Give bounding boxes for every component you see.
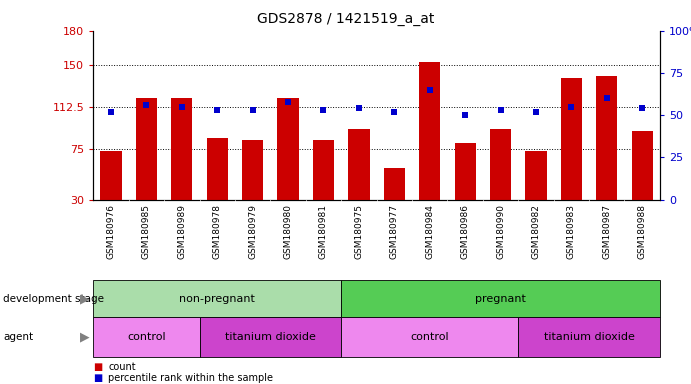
- Text: GSM180978: GSM180978: [213, 204, 222, 259]
- Bar: [419, 62, 440, 200]
- Point: [424, 87, 435, 93]
- Text: GSM180984: GSM180984: [425, 204, 434, 258]
- Point: [283, 99, 294, 105]
- Text: ▶: ▶: [80, 331, 90, 343]
- Text: ■: ■: [93, 362, 102, 372]
- Bar: [278, 98, 299, 200]
- Bar: [384, 168, 405, 200]
- Text: GDS2878 / 1421519_a_at: GDS2878 / 1421519_a_at: [257, 12, 434, 25]
- Point: [566, 104, 577, 110]
- Text: control: control: [410, 332, 449, 342]
- Text: GSM180990: GSM180990: [496, 204, 505, 259]
- Text: agent: agent: [3, 332, 34, 342]
- Bar: [348, 129, 370, 200]
- Bar: [341, 317, 518, 357]
- Point: [601, 95, 612, 101]
- Point: [106, 109, 117, 115]
- Bar: [93, 280, 341, 317]
- Text: GSM180975: GSM180975: [354, 204, 363, 259]
- Text: GSM180976: GSM180976: [106, 204, 115, 259]
- Bar: [93, 317, 200, 357]
- Text: GSM180989: GSM180989: [178, 204, 187, 259]
- Text: ▶: ▶: [80, 292, 90, 305]
- Point: [495, 107, 506, 113]
- Point: [176, 104, 187, 110]
- Point: [460, 112, 471, 118]
- Text: titanium dioxide: titanium dioxide: [225, 332, 316, 342]
- Bar: [313, 140, 334, 200]
- Point: [636, 105, 647, 111]
- Bar: [525, 151, 547, 200]
- Bar: [200, 317, 341, 357]
- Bar: [242, 140, 263, 200]
- Text: non-pregnant: non-pregnant: [179, 293, 255, 304]
- Bar: [596, 76, 618, 200]
- Point: [141, 102, 152, 108]
- Text: GSM180987: GSM180987: [603, 204, 612, 259]
- Text: GSM180979: GSM180979: [248, 204, 257, 259]
- Bar: [341, 280, 660, 317]
- Bar: [207, 138, 228, 200]
- Text: GSM180986: GSM180986: [461, 204, 470, 259]
- Text: GSM180980: GSM180980: [283, 204, 292, 259]
- Bar: [560, 78, 582, 200]
- Text: GSM180983: GSM180983: [567, 204, 576, 259]
- Text: control: control: [127, 332, 166, 342]
- Text: development stage: development stage: [3, 293, 104, 304]
- Bar: [100, 151, 122, 200]
- Point: [211, 107, 223, 113]
- Bar: [171, 98, 192, 200]
- Text: ■: ■: [93, 373, 102, 383]
- Bar: [135, 98, 157, 200]
- Point: [389, 109, 400, 115]
- Point: [247, 107, 258, 113]
- Point: [353, 105, 364, 111]
- Text: GSM180985: GSM180985: [142, 204, 151, 259]
- Bar: [490, 129, 511, 200]
- Text: GSM180981: GSM180981: [319, 204, 328, 259]
- Text: count: count: [108, 362, 136, 372]
- Point: [531, 109, 542, 115]
- Point: [318, 107, 329, 113]
- Text: GSM180982: GSM180982: [531, 204, 540, 258]
- Text: GSM180988: GSM180988: [638, 204, 647, 259]
- Text: titanium dioxide: titanium dioxide: [544, 332, 634, 342]
- Text: GSM180977: GSM180977: [390, 204, 399, 259]
- Bar: [632, 131, 653, 200]
- Text: pregnant: pregnant: [475, 293, 526, 304]
- Bar: [455, 143, 475, 200]
- Text: percentile rank within the sample: percentile rank within the sample: [108, 373, 274, 383]
- Bar: [518, 317, 660, 357]
